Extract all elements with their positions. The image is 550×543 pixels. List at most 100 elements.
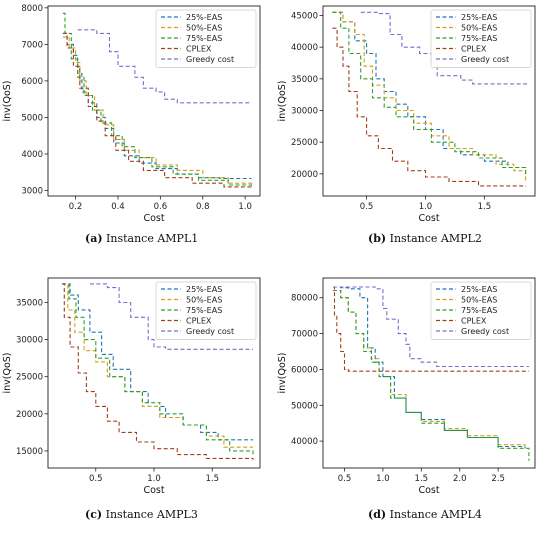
x-axis-label: Cost <box>143 485 164 496</box>
legend-label: 75%-EAS <box>186 306 222 315</box>
plot-frame <box>47 5 261 197</box>
series-line-greedy-cost <box>333 286 529 368</box>
legend-label: 75%-EAS <box>186 34 222 43</box>
legend-label: 25%-EAS <box>186 285 222 294</box>
y-axis-label: inv(QoS) <box>2 352 13 393</box>
series-line-greedy-cost <box>360 11 528 85</box>
y-tick-label: 35000 <box>291 75 318 85</box>
legend-label: 50%-EAS <box>186 296 222 305</box>
legend-box <box>155 281 257 340</box>
caption-tag: (c) <box>85 508 103 521</box>
series-lines <box>62 12 253 189</box>
chart-panel-ampl3: 0.5 1.0 1.5 15000 20000 25000 30000 35000 Cost in… <box>2 277 261 496</box>
y-tick-label: 80000 <box>291 294 318 304</box>
caption-ampl1: (a) Instance AMPL1 <box>85 232 198 245</box>
caption-tag: (b) <box>368 232 387 245</box>
y-tick-label: 70000 <box>291 330 318 340</box>
x-axis-label: Cost <box>143 213 164 224</box>
plot-frame <box>322 5 536 197</box>
x-tick-label: 0.5 <box>89 474 103 484</box>
legend-label: CPLEX <box>461 317 487 326</box>
caption-ampl4: (d) Instance AMPL4 <box>368 508 482 521</box>
y-tick-label: 8000 <box>21 4 43 14</box>
legend-label: CPLEX <box>186 317 212 326</box>
x-tick-label: 2.0 <box>453 474 467 484</box>
legend-label: CPLEX <box>461 45 487 54</box>
chart-panel-ampl4: 0.5 1.0 1.5 2.0 2.5 40000 50000 60000 70000 80000… <box>277 277 536 496</box>
series-line-75-eas <box>62 283 254 455</box>
legend-label: 50%-EAS <box>186 24 222 33</box>
y-tick-label: 50000 <box>291 401 318 411</box>
y-axis-label: inv(QoS) <box>2 80 13 121</box>
x-tick-label: 0.6 <box>154 202 168 212</box>
y-tick-label: 40000 <box>291 43 318 53</box>
legend-label: Greedy cost <box>186 327 234 336</box>
legend-label: 25%-EAS <box>186 13 222 22</box>
legend-label: 25%-EAS <box>461 13 497 22</box>
x-axis-label: Cost <box>418 213 439 224</box>
series-lines <box>62 283 254 460</box>
series-line-25-eas <box>332 11 527 171</box>
legend-label: 75%-EAS <box>461 306 497 315</box>
caption-text: Instance AMPL3 <box>105 508 198 521</box>
y-tick-label: 6000 <box>21 77 43 87</box>
legend-box <box>155 9 257 68</box>
caption-ampl2: (b) Instance AMPL2 <box>368 232 482 245</box>
y-tick-label: 3000 <box>21 187 43 197</box>
legend-label: Greedy cost <box>461 55 509 64</box>
series-line-greedy-cost <box>77 29 252 104</box>
x-tick-label: 2.5 <box>491 474 505 484</box>
legend-label: Greedy cost <box>186 55 234 64</box>
y-tick-label: 40000 <box>291 437 318 447</box>
caption-ampl3: (c) Instance AMPL3 <box>85 508 198 521</box>
plot-frame <box>322 277 536 469</box>
y-tick-label: 15000 <box>16 447 43 457</box>
y-axis-label: inv(QoS) <box>277 80 288 121</box>
series-line-cplex <box>62 32 253 189</box>
x-tick-label: 0.8 <box>196 202 210 212</box>
legend-box <box>430 281 532 340</box>
legend-label: 50%-EAS <box>461 296 497 305</box>
y-tick-label: 25000 <box>16 373 43 383</box>
x-tick-label: 0.2 <box>69 202 83 212</box>
legend-label: Greedy cost <box>461 327 509 336</box>
x-tick-label: 1.5 <box>205 474 219 484</box>
y-tick-label: 30000 <box>291 107 318 117</box>
y-tick-label: 20000 <box>291 170 318 180</box>
y-tick-label: 7000 <box>21 40 43 50</box>
x-tick-label: 1.0 <box>147 474 161 484</box>
legend-label: CPLEX <box>186 45 212 54</box>
legend-label: 25%-EAS <box>461 285 497 294</box>
x-axis-label: Cost <box>418 485 439 496</box>
y-tick-label: 45000 <box>291 12 318 22</box>
series-line-25-eas <box>62 283 253 441</box>
x-tick-label: 0.4 <box>111 202 125 212</box>
series-line-cplex <box>62 283 254 460</box>
y-tick-label: 5000 <box>21 113 43 123</box>
caption-text: Instance AMPL1 <box>106 232 199 245</box>
legend-label: 75%-EAS <box>461 34 497 43</box>
x-tick-label: 1.5 <box>415 474 429 484</box>
series-line-greedy-cost <box>89 283 253 350</box>
series-line-25-eas <box>62 32 252 180</box>
y-tick-label: 4000 <box>21 150 43 160</box>
legend-box <box>430 9 532 68</box>
chart-panel-ampl2: 0.5 1.0 1.5 20000 25000 30000 35000 40000 45000 C… <box>277 5 536 224</box>
caption-tag: (d) <box>368 508 387 521</box>
y-axis-label: inv(QoS) <box>277 352 288 393</box>
series-line-cplex <box>332 27 527 187</box>
x-tick-label: 1.0 <box>376 474 390 484</box>
chart-panel-ampl1: 0.2 0.4 0.6 0.8 1.0 3000 4000 5000 6000 7000 8000 C… <box>2 4 261 224</box>
caption-text: Instance AMPL2 <box>389 232 482 245</box>
x-tick-label: 0.5 <box>338 474 352 484</box>
series-lines <box>333 286 530 461</box>
y-tick-label: 30000 <box>16 336 43 346</box>
caption-text: Instance AMPL4 <box>389 508 482 521</box>
series-line-75-eas <box>333 289 530 461</box>
x-tick-label: 1.5 <box>478 202 492 212</box>
